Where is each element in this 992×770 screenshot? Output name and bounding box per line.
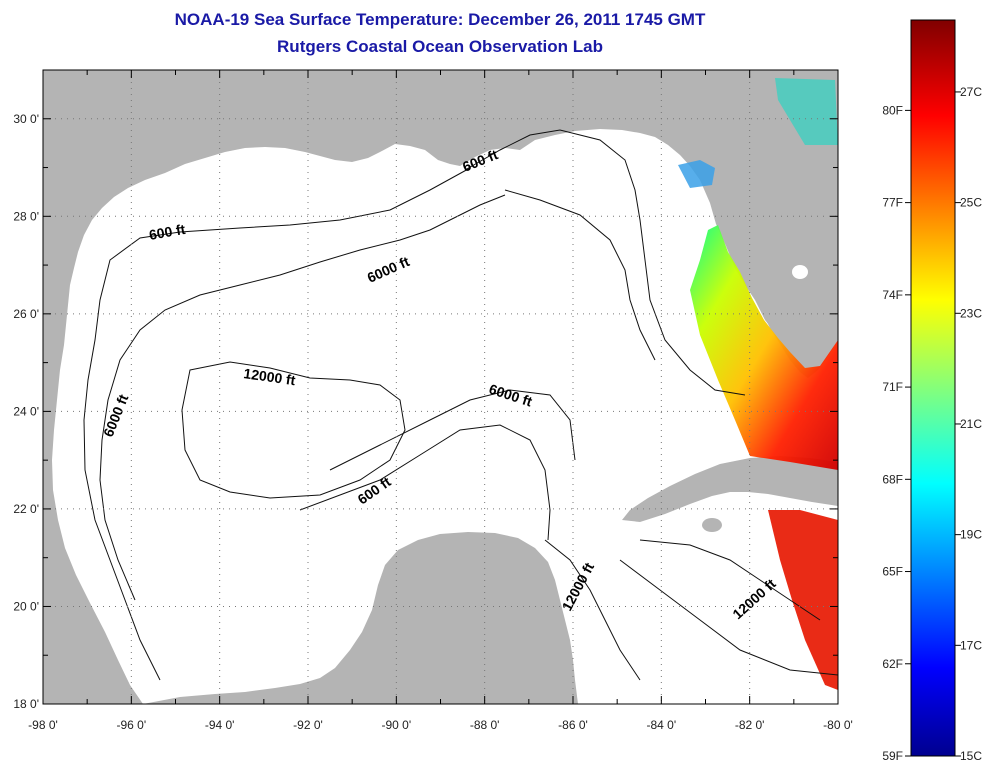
colorbar-label-c: 15C [960,749,982,763]
lon-tick-label: -84 0' [647,718,677,732]
contour-600ft-caribbean [619,559,838,676]
lon-tick-label: -94 0' [205,718,235,732]
colorbar-label-c: 21C [960,417,982,431]
sst-swath-north [678,160,715,188]
contour-label: 12000 ft [243,365,297,388]
land-yucatan [143,532,578,704]
colorbar-label-f: 80F [882,103,903,117]
bathymetry-contours [83,129,838,681]
colorbar-label-f: 74F [882,288,903,302]
lon-tick-label: -82 0' [735,718,765,732]
colorbar-label-c: 23C [960,306,982,320]
colorbar-label-c: 27C [960,85,982,99]
lat-tick-label: 26 0' [13,307,39,321]
colorbar-labels: 80F 77F 74F 71F 68F 65F 62F 59F 27C 25C 23C 21C 19C 1… [882,85,982,763]
contour-label: 600 ft [148,221,187,243]
contour-6000ft-south [329,389,576,471]
colorbar-label-f: 65F [882,565,903,579]
lon-tick-label: -98 0' [28,718,58,732]
sst-swath-florida [690,225,838,470]
lon-tick-label: -92 0' [293,718,323,732]
contour-12000ft-channel [544,539,641,681]
contour-600ft-south [299,424,551,541]
lon-tick-label: -90 0' [382,718,412,732]
land-florida [756,70,838,378]
map-subtitle: Rutgers Coastal Ocean Observation Lab [277,37,603,56]
sst-swath-northeast [775,78,838,145]
land-cuba [622,456,838,522]
colorbar-label-f: 71F [882,380,903,394]
colorbar-label-c: 19C [960,528,982,542]
colorbar-label-f: 59F [882,749,903,763]
contour-12000ft [181,361,406,499]
lat-tick-label: 24 0' [13,404,39,418]
contour-600ft-west [83,167,471,681]
sst-swath-caribbean [768,510,838,690]
axis-ticks: -98 0' -96 0' -94 0' -92 0' -90 0' -88 0' -86 … [13,69,853,732]
lon-tick-label: -88 0' [470,718,500,732]
lat-tick-label: 22 0' [13,502,39,516]
colorbar-label-c: 25C [960,196,982,210]
graticule [43,70,838,704]
contour-12000ft-caribbean [639,539,821,621]
lon-tick-label: -96 0' [117,718,147,732]
land-us-gulf-coast [43,70,838,704]
lon-tick-label: -86 0' [558,718,588,732]
land-island [702,518,722,532]
contour-600ft [464,129,746,396]
lake-okeechobee [792,265,808,279]
map-title: NOAA-19 Sea Surface Temperature: Decembe… [174,10,706,29]
lon-tick-label: -80 0' [823,718,853,732]
colorbar-label-f: 77F [882,196,903,210]
colorbar-label-f: 62F [882,657,903,671]
colorbar-label-c: 17C [960,638,982,652]
lat-tick-label: 20 0' [13,599,39,613]
colorbar-label-f: 68F [882,472,903,486]
lat-tick-label: 18 0' [13,697,39,711]
lat-tick-label: 30 0' [13,112,39,126]
lat-tick-label: 28 0' [13,209,39,223]
colorbar-scale [910,19,956,757]
contour-6000ft [99,194,506,601]
contour-6000ft-east [504,189,656,361]
